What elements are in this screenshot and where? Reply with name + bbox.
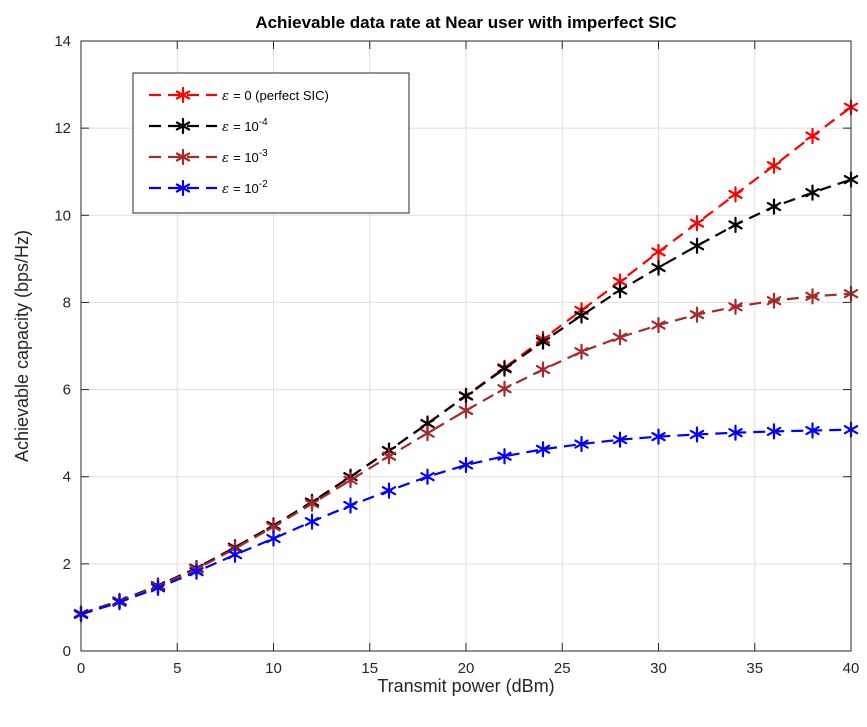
data-point [497,448,512,465]
data-point [612,282,628,299]
chart-title: Achievable data rate at Near user with i… [255,13,676,32]
data-point [689,426,705,443]
legend-name: = 10 [233,119,259,134]
y-tick-label: 6 [63,382,71,399]
legend-epsilon: ε [222,151,233,166]
tick-labels: 0 5 10 15 20 25 30 35 40 0 2 4 6 8 10 12 14 [54,33,859,677]
y-tick-label: 4 [63,469,71,486]
data-point [805,127,820,145]
legend-marker [175,86,191,104]
x-tick-label: 40 [843,660,860,677]
data-point [304,513,320,530]
data-point [766,423,782,440]
data-point [420,468,435,485]
data-point [805,184,820,201]
legend-marker [175,148,191,166]
data-point [535,361,551,378]
axes [80,40,852,652]
series-layer [73,99,859,623]
legend-epsilon: ε [222,182,233,197]
data-point [651,316,666,334]
data-point [497,360,512,377]
data-point [805,422,820,439]
data-point [458,388,474,405]
data-point [612,329,628,346]
data-point [227,546,243,563]
data-point [574,435,589,453]
data-point [381,482,397,499]
data-point [574,307,589,324]
legend-label: ε = 10-3 [222,148,268,166]
data-point [728,216,743,233]
data-point [535,333,551,350]
data-point [766,157,782,174]
data-point [420,425,435,442]
data-point [612,431,628,448]
data-point [728,186,743,203]
legend-exponent: -4 [259,117,268,128]
x-tick-label: 35 [746,660,763,677]
legend-label: ε = 0 (perfect SIC) [222,88,329,104]
x-tick-label: 0 [77,660,85,677]
series-line [80,428,852,616]
legend-name: = 10 [233,150,259,165]
legend-item-4: ε = 10-2 [149,179,268,197]
legend-item-2: ε = 10-4 [149,117,268,135]
data-point [189,563,204,580]
data-point [651,243,666,260]
data-point [651,428,666,445]
data-point [343,472,358,489]
x-tick-label: 15 [361,660,378,677]
data-point [805,288,820,305]
x-tick-label: 10 [265,660,282,677]
x-tick-label: 5 [173,660,181,677]
data-point [458,402,474,419]
legend-epsilon: ε [222,120,233,135]
data-point [766,198,782,215]
data-point [574,343,589,360]
series-line [80,292,852,615]
x-tick-label: 30 [650,660,667,677]
y-tick-label: 2 [63,556,71,573]
data-point [766,292,782,309]
data-point [651,259,666,276]
y-tick-label: 14 [54,33,71,50]
legend-item-3: ε = 10-3 [149,148,268,166]
data-point [535,441,551,458]
legend-exponent: -3 [259,148,268,159]
x-tick-label: 20 [458,660,475,677]
data-point [343,497,358,514]
legend-label: ε = 10-2 [222,179,268,197]
data-point [112,594,127,611]
data-point [266,530,281,547]
data-point [381,448,397,465]
data-point [497,380,512,397]
y-tick-label: 8 [63,294,71,311]
x-axis-label: Transmit power (dBm) [377,676,554,696]
legend-name: = 0 (perfect SIC) [233,88,329,103]
legend-label: ε = 10-4 [222,117,268,135]
data-point [689,237,705,254]
legend-name: = 10 [233,181,259,196]
data-point [150,579,166,596]
data-point [728,298,743,315]
series-4 [73,421,859,623]
y-tick-label: 0 [63,643,71,660]
data-point [689,306,705,323]
y-tick-label: 10 [54,207,71,224]
data-point [689,215,705,232]
legend-epsilon: ε [222,89,233,104]
x-tick-label: 25 [554,660,571,677]
y-axis-label: Achievable capacity (bps/Hz) [12,230,32,462]
data-point [458,456,474,474]
legend-item-1: ε = 0 (perfect SIC) [149,86,329,104]
legend: ε = 0 (perfect SIC)ε = 10-4ε = 10-3ε = 1… [132,72,410,214]
data-point [728,424,743,441]
data-point [304,495,320,512]
legend-marker [175,179,191,197]
legend-exponent: -2 [259,179,268,190]
legend-marker [175,117,191,135]
y-tick-label: 12 [54,120,71,137]
